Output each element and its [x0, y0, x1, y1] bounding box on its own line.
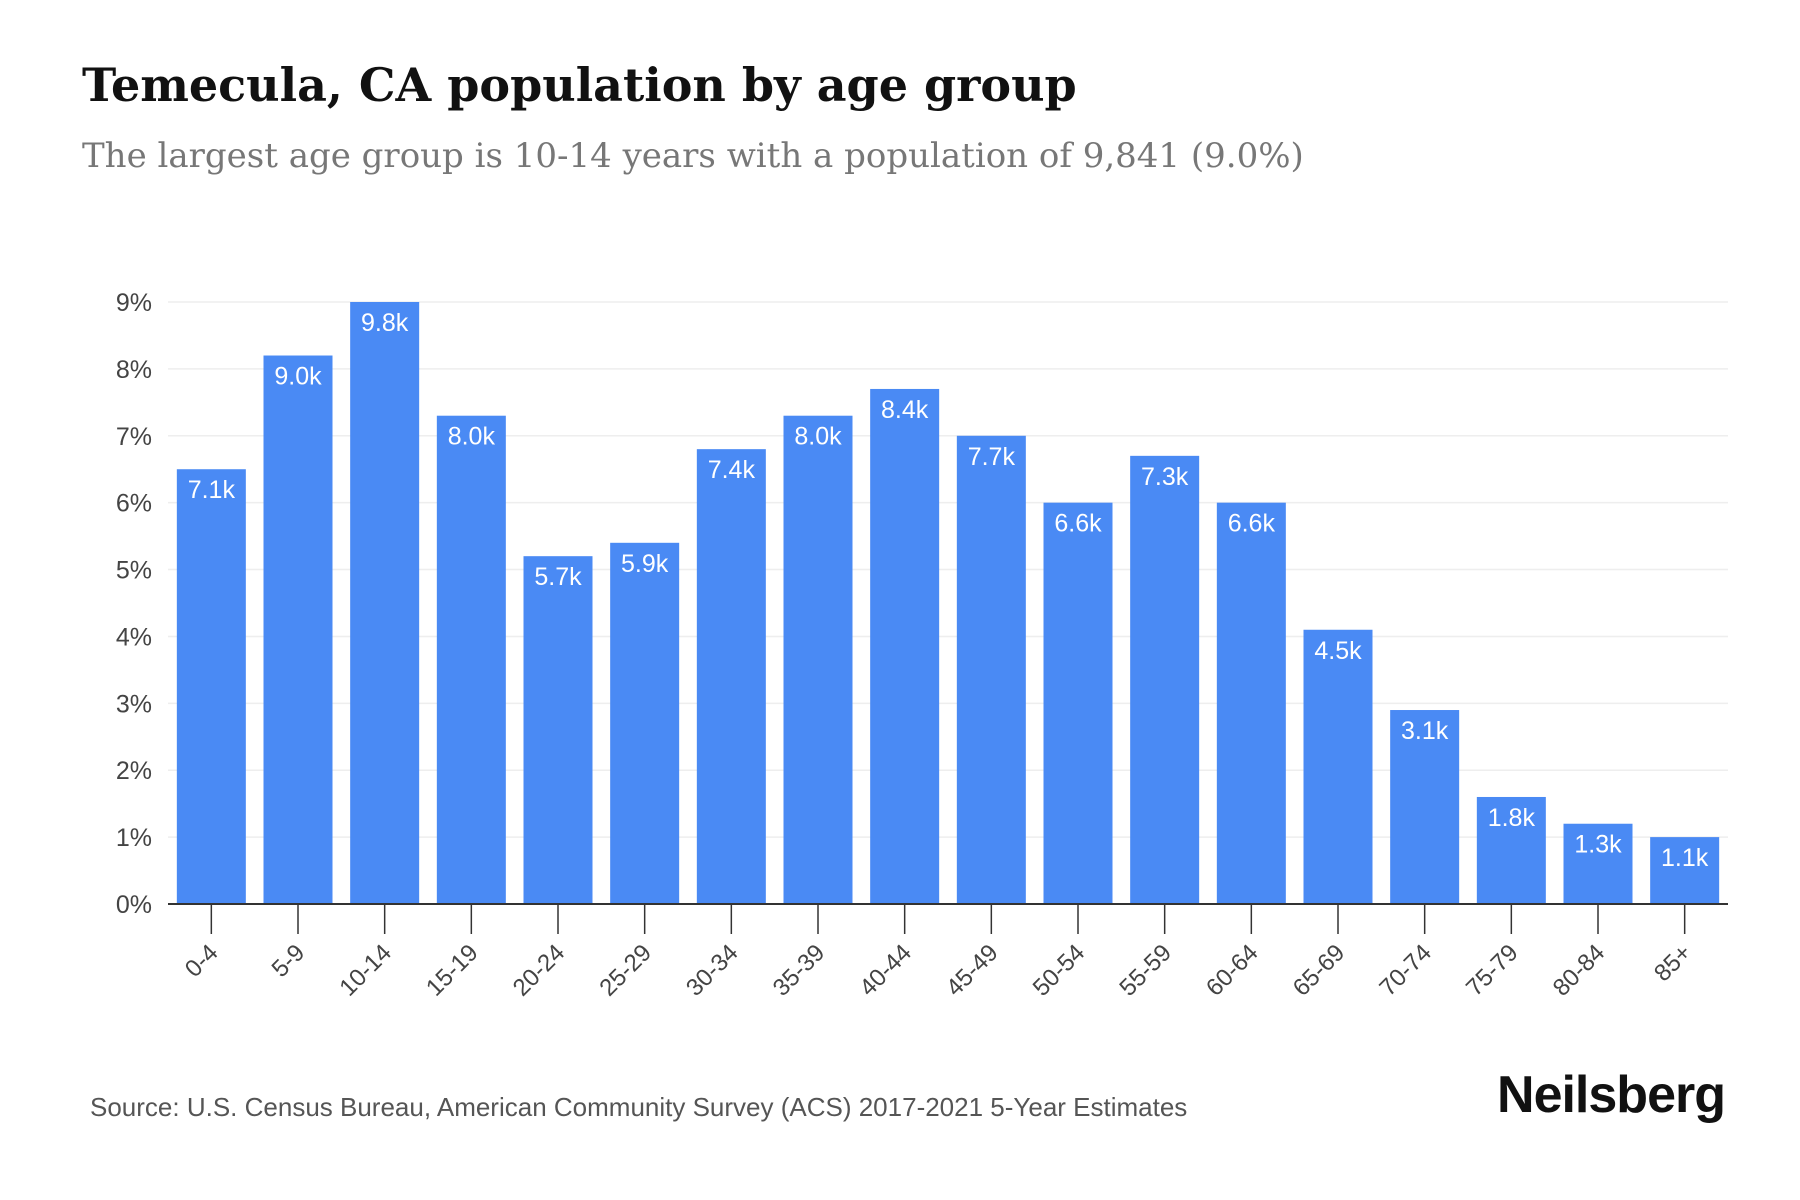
bar	[1390, 710, 1460, 904]
data-label: 9.0k	[274, 363, 322, 391]
y-tick-label: 9%	[116, 289, 152, 317]
x-tick-label: 85+	[1649, 939, 1697, 987]
data-label: 8.0k	[794, 423, 842, 451]
x-tick-label: 65-69	[1288, 939, 1351, 1002]
data-label: 6.6k	[1054, 510, 1102, 538]
data-label: 1.3k	[1574, 831, 1622, 859]
x-tick-label: 35-39	[768, 939, 831, 1002]
bar	[1130, 455, 1200, 904]
y-tick-label: 6%	[116, 490, 152, 518]
bar	[523, 556, 593, 904]
x-tick-label: 0-4	[180, 939, 224, 983]
data-label: 5.9k	[621, 550, 669, 578]
x-tick-label: 30-34	[681, 939, 744, 1002]
bar	[436, 415, 506, 904]
y-tick-label: 1%	[116, 824, 152, 852]
x-tick-label: 50-54	[1028, 939, 1091, 1002]
data-label: 7.7k	[968, 443, 1016, 471]
data-label: 1.1k	[1661, 844, 1709, 872]
data-label: 1.8k	[1488, 804, 1536, 832]
bar	[956, 435, 1026, 904]
x-tick-label: 45-49	[941, 939, 1004, 1002]
x-tick-label: 70-74	[1374, 939, 1437, 1002]
data-label: 7.1k	[188, 476, 236, 504]
data-label: 3.1k	[1401, 717, 1449, 745]
bar	[696, 449, 766, 904]
chart-title: Temecula, CA population by age group	[82, 58, 1077, 112]
x-tick-label: 75-79	[1461, 939, 1524, 1002]
x-tick-label: 15-19	[421, 939, 484, 1002]
y-tick-label: 2%	[116, 757, 152, 785]
y-tick-label: 5%	[116, 557, 152, 585]
y-tick-label: 7%	[116, 423, 152, 451]
x-tick-label: 20-24	[508, 939, 571, 1002]
bar	[1303, 629, 1373, 904]
x-tick-label: 25-29	[594, 939, 657, 1002]
x-tick-label: 80-84	[1548, 939, 1611, 1002]
x-tick-label: 40-44	[854, 939, 917, 1002]
y-tick-label: 8%	[116, 356, 152, 384]
y-tick-label: 4%	[116, 623, 152, 651]
data-label: 5.7k	[534, 563, 582, 591]
data-label: 9.8k	[361, 309, 409, 337]
x-tick-label: 55-59	[1114, 939, 1177, 1002]
bar	[1476, 796, 1546, 904]
data-label: 4.5k	[1314, 637, 1362, 665]
y-tick-label: 0%	[116, 891, 152, 919]
data-label: 8.4k	[881, 396, 929, 424]
source-note: Source: U.S. Census Bureau, American Com…	[90, 1092, 1188, 1122]
bar	[176, 469, 246, 904]
bar	[350, 302, 420, 904]
y-tick-label: 3%	[116, 690, 152, 718]
bar	[783, 415, 853, 904]
data-label: 8.0k	[448, 423, 496, 451]
bar	[1563, 823, 1633, 904]
bar	[610, 542, 680, 904]
x-tick-label: 5-9	[267, 939, 311, 983]
bar	[1650, 837, 1720, 904]
bar	[1043, 502, 1113, 904]
chart-subtitle: The largest age group is 10-14 years wit…	[82, 136, 1304, 176]
bar	[1216, 502, 1286, 904]
x-tick-label: 10-14	[334, 939, 397, 1002]
x-tick-label: 60-64	[1201, 939, 1264, 1002]
data-label: 7.4k	[708, 456, 756, 484]
bar	[870, 388, 940, 904]
data-label: 6.6k	[1228, 510, 1276, 538]
bar	[263, 355, 333, 904]
data-label: 7.3k	[1141, 463, 1189, 491]
brand-logo: Neilsberg	[1497, 1066, 1726, 1124]
